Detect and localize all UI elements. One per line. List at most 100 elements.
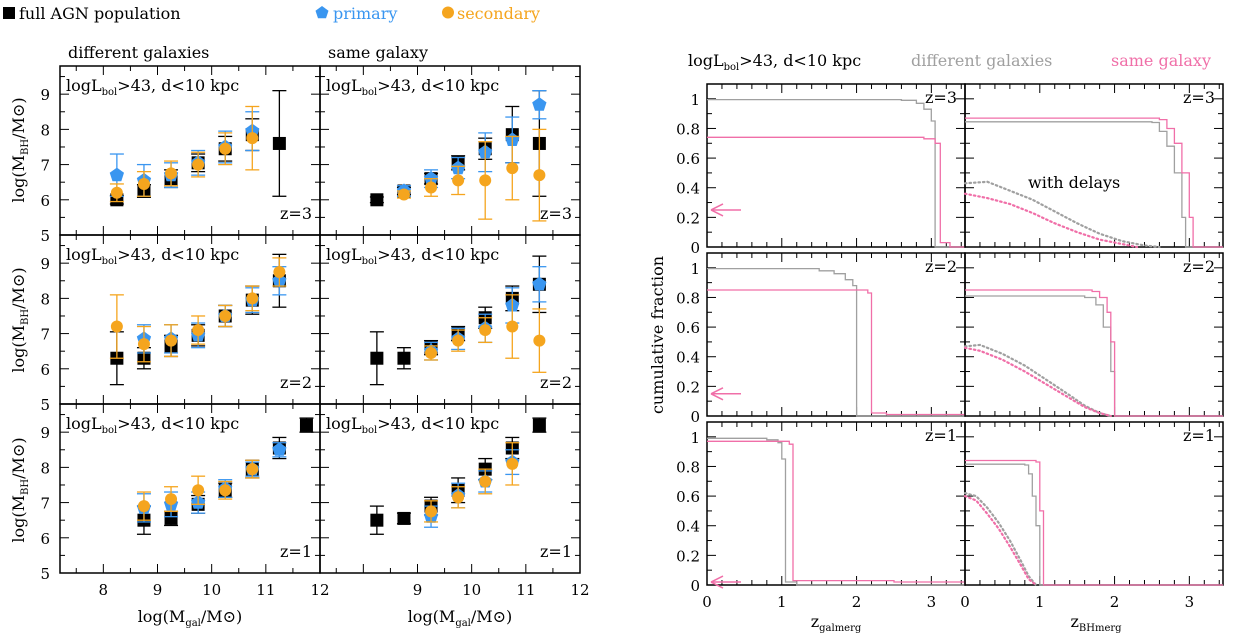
panel-different-z2: 5 6 7 8 9 logLbol>43, d<10 kpc z=2: [40, 234, 321, 414]
right-ylabel: cumulative fraction: [648, 256, 667, 414]
full-agn-point: [397, 351, 411, 365]
secondary-point: [219, 309, 232, 322]
left-ylabel-z1: log(MBH/M⊙): [9, 437, 31, 542]
legend-secondary-label: secondary: [457, 4, 540, 23]
mbh-mgal-panels: 5 6 7 8 9 logLbol>43, d<10 kpc z=3 5 6 7 8 9 logLbol…: [40, 65, 590, 599]
y-tick-label: 1: [690, 429, 700, 447]
full-agn-point: [397, 511, 411, 525]
z-label: z=3: [280, 204, 312, 223]
z-label: z=2: [280, 373, 312, 392]
y-tick-label: 0.4: [676, 349, 700, 367]
z-label: z=1: [540, 542, 572, 561]
primary-point: [532, 276, 547, 291]
arrow-head: [710, 203, 724, 211]
z-label: z=3: [540, 204, 572, 223]
right-header-same: same galaxy: [1111, 51, 1211, 70]
secondary-point: [479, 324, 492, 337]
arrow-head: [710, 575, 724, 583]
right-header-diff: different galaxies: [911, 51, 1052, 70]
same-galaxy-curve: [707, 136, 965, 248]
full-agn-point: [370, 513, 384, 527]
panel-bhmerg-z1: 0 1 2 3 z=1: [960, 421, 1224, 611]
panel-bhmerg-z3: z=3 with delays: [963, 83, 1224, 249]
secondary-point: [192, 158, 205, 171]
primary-point: [423, 171, 439, 185]
same-galaxy-curve: [707, 289, 966, 416]
y-tick-label: 1: [690, 91, 700, 109]
y-tick-label: 0: [690, 577, 700, 595]
panel-frame: [706, 252, 966, 417]
right-xlabel-bhmerg: zBHmerg: [1070, 612, 1122, 634]
secondary-point: [137, 177, 150, 190]
secondary-point: [165, 493, 178, 506]
secondary-point: [506, 162, 519, 175]
panel-same-z3: logLbol>43, d<10 kpc z=3: [319, 65, 581, 236]
y-tick-label: 0.6: [676, 150, 700, 168]
x-tick-label: 9: [413, 581, 423, 599]
same-galaxy-curve: [965, 289, 1223, 417]
y-tick-label: 0.8: [676, 120, 700, 138]
arrow-head: [710, 581, 724, 589]
panel-different-z1: 5 6 7 8 9 8 9 10 11 12 logLbol>43, d<10 kpc z=1: [40, 403, 330, 599]
secondary-point: [452, 491, 465, 504]
y-tick-label: 0.6: [676, 319, 700, 337]
panel-frame: [706, 83, 966, 248]
y-tick-label: 9: [40, 424, 50, 442]
y-tick-label: 5: [40, 565, 50, 583]
left-ylabel-z3: log(MBH/M⊙): [9, 97, 31, 202]
z-label: z=2: [540, 373, 572, 392]
same-galaxy-curve: [965, 459, 1223, 586]
cut-label: logLbol>43, d<10 kpc: [326, 76, 499, 98]
panel-frame: [964, 252, 1224, 417]
secondary-point: [219, 484, 232, 497]
secondary-point: [192, 324, 205, 337]
secondary-point: [137, 338, 150, 351]
left-ylabel-z2: log(MBH/M⊙): [9, 267, 31, 372]
primary-point: [532, 97, 547, 111]
x-tick-label: 10: [462, 581, 481, 599]
y-tick-label: 9: [40, 86, 50, 104]
same-galaxy-curve: [707, 440, 966, 585]
secondary-point: [506, 457, 519, 470]
legend-full-marker: [3, 7, 15, 19]
cut-label: logLbol>43, d<10 kpc: [66, 76, 239, 98]
full-agn-point: [370, 351, 384, 365]
y-tick-label: 7: [40, 157, 50, 175]
different-galaxies-curve: [965, 295, 1223, 417]
right-header-cut: logLbol>43, d<10 kpc: [688, 51, 861, 73]
different-galaxies-curve: [965, 463, 1223, 586]
y-tick-label: 0.4: [676, 180, 700, 198]
cumulative-panels: 0 0.2 0.4 0.6 0.8 1 z=3 0 0.2 0.4 0.6 0.8 1 z=2 0 0.2 0.…: [676, 83, 1224, 611]
secondary-point: [246, 463, 259, 476]
y-tick-label: 5: [40, 227, 50, 245]
z-label: z=1: [925, 426, 957, 445]
different-galaxies-delay-curve: [963, 492, 1038, 587]
primary-point: [272, 442, 287, 456]
same-galaxy-delay-curve: [963, 346, 1112, 418]
legend-primary-marker: [315, 6, 329, 19]
panel-frame: [706, 421, 966, 586]
y-tick-label: 0.4: [676, 518, 700, 536]
panel-frame: [964, 83, 1224, 248]
z-label: z=1: [1183, 426, 1215, 445]
y-tick-label: 7: [40, 326, 50, 344]
x-tick-label: 2: [1110, 593, 1120, 611]
right-header: logLbol>43, d<10 kpc different galaxies …: [688, 51, 1211, 73]
different-galaxies-curve: [707, 98, 965, 248]
secondary-point: [246, 132, 259, 145]
secondary-point: [110, 186, 123, 199]
different-galaxies-curve: [707, 437, 965, 586]
y-tick-label: 7: [40, 495, 50, 513]
y-tick-label: 8: [40, 459, 50, 477]
arrow-head: [710, 387, 724, 395]
legend-secondary-marker: [442, 6, 454, 19]
x-tick-label: 10: [202, 581, 221, 599]
delay-label: with delays: [1028, 173, 1120, 192]
cut-label: logLbol>43, d<10 kpc: [326, 414, 499, 436]
panel-galmerg-z2: 0 0.2 0.4 0.6 0.8 1 z=2: [676, 252, 966, 426]
panel-same-z2: logLbol>43, d<10 kpc z=2: [319, 234, 581, 405]
y-tick-label: 6: [40, 361, 50, 379]
left-xlabel-same: log(Mgal/M⊙): [408, 607, 513, 629]
panel-frame: [319, 403, 581, 574]
